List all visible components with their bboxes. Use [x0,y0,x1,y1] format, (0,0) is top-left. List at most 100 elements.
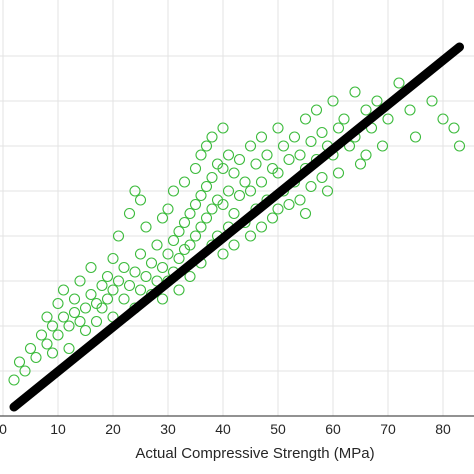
data-point [57,284,70,296]
data-point [178,216,191,229]
data-point [453,140,466,152]
data-point [272,167,284,179]
data-point [393,77,405,89]
data-point [349,86,361,98]
data-point [112,230,125,242]
data-point [118,293,130,305]
data-point [101,270,114,283]
data-point [162,203,174,215]
data-point [338,113,350,125]
data-point [437,113,449,125]
data-point [156,212,169,224]
data-point [156,293,169,305]
data-point [305,135,317,148]
data-point [35,329,48,341]
fit-line-group [9,42,464,412]
data-point [409,131,422,143]
data-point [222,149,235,161]
data-point [217,248,229,260]
data-point [217,162,229,175]
data-point [8,374,20,386]
data-point [195,149,207,161]
data-point [140,221,152,233]
data-point [63,320,75,332]
data-point [228,239,240,251]
data-point [162,248,174,260]
data-point [79,324,92,337]
data-point [299,113,312,125]
data-point [74,275,86,287]
x-tick-label: 0 [0,421,7,437]
data-point [228,167,240,179]
data-point [382,113,394,125]
data-point [167,234,180,247]
data-point [310,104,323,116]
data-point [184,270,196,283]
data-point [123,207,136,220]
data-point [288,131,301,143]
data-point [184,207,196,220]
data-point [13,356,26,368]
data-point [129,266,141,278]
data-point [173,284,185,296]
data-point [244,185,257,197]
data-point [255,131,268,143]
data-point [448,122,460,134]
data-point [46,347,59,359]
data-point [85,261,97,274]
data-point [316,126,328,139]
fit-line [9,42,464,412]
data-point [200,180,213,193]
data-point [189,198,202,211]
data-point [299,207,312,220]
data-point [228,207,240,220]
data-point [184,239,196,251]
data-point [74,315,86,328]
data-point [222,185,235,197]
data-point [305,180,317,193]
data-point [255,221,268,233]
data-point [52,329,64,341]
data-point [255,176,268,188]
data-point [189,162,202,175]
data-point [178,176,191,188]
data-point [206,171,218,184]
x-tick-label: 80 [435,421,451,437]
data-point [354,158,367,170]
data-point [134,194,147,206]
data-point [195,189,207,202]
data-point [272,122,284,134]
data-point [112,275,125,287]
x-tick-label: 50 [270,421,286,437]
data-point [217,122,229,134]
data-point [24,342,37,355]
data-point [244,140,257,152]
data-point [316,171,328,184]
data-point [52,297,64,310]
data-point [239,176,251,188]
data-point [371,95,383,107]
data-point [107,284,119,296]
data-point [200,212,213,224]
data-point [118,261,130,274]
data-point [376,140,389,152]
data-point [96,279,108,292]
data-point [68,293,81,305]
data-point [173,225,185,238]
data-point [360,149,372,161]
data-point [19,365,31,377]
data-point [277,140,290,152]
data-point [156,261,169,274]
data-point [167,185,180,197]
data-point [145,257,158,269]
data-point [404,104,416,116]
x-axis-title: Actual Compressive Strength (MPa) [135,445,374,462]
data-point [68,306,81,319]
data-point [217,198,229,211]
data-point [134,284,147,296]
data-point [200,140,213,152]
data-point [233,189,246,202]
data-point [96,302,108,314]
